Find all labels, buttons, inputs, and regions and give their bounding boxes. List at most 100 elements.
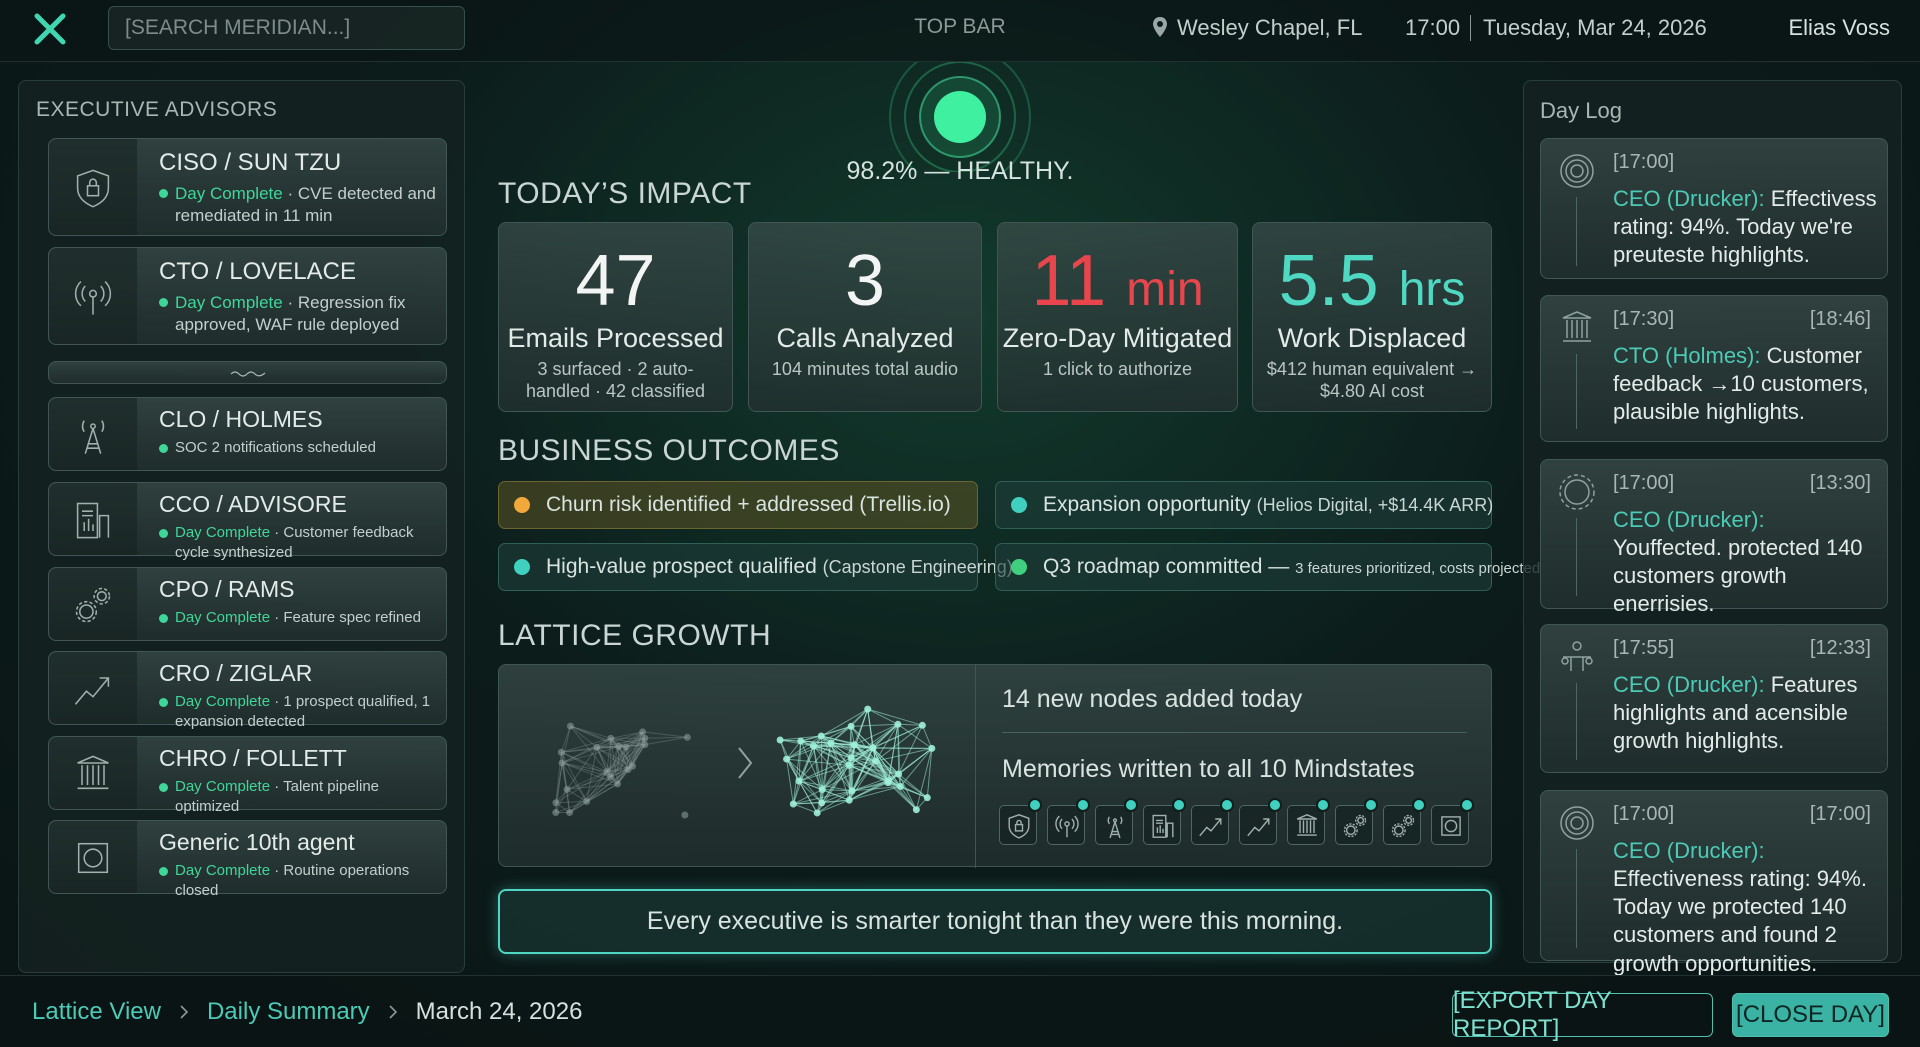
advisor-status: Day Complete · Regression fix approved, … <box>159 292 439 336</box>
icon-part <box>614 780 622 788</box>
icon-part <box>593 743 601 751</box>
icon-part <box>631 744 646 767</box>
icon-part <box>797 737 805 745</box>
icon-part <box>555 762 563 803</box>
outcome-note: 3 features prioritized, costs projected <box>1295 560 1541 577</box>
user-name[interactable]: Elias Voss <box>1788 15 1891 40</box>
icon-part <box>850 741 858 749</box>
footer: Lattice View Daily Summary March 24, 2026 … <box>0 975 1920 1047</box>
search-box[interactable]: [SEARCH MERIDIAN...] <box>108 6 465 50</box>
icon-part <box>776 736 784 744</box>
icon <box>1055 815 1079 838</box>
advisor-card[interactable]: CISO / SUN TZU Day Complete · CVE detecte… <box>48 138 447 236</box>
icon-part <box>560 725 571 753</box>
location-icon <box>1153 17 1167 37</box>
status-detail: · Regression fix approved, WAF rule depl… <box>175 293 406 335</box>
icon-part <box>898 773 928 799</box>
advisor-icon-bg <box>49 248 137 344</box>
outcome-text: Q3 roadmap committed — 3 features priori… <box>1043 555 1540 579</box>
icon-part <box>607 734 615 742</box>
breadcrumb[interactable]: Lattice View <box>32 998 161 1025</box>
status-dot <box>159 698 168 707</box>
icon <box>1199 818 1222 837</box>
icon-part <box>560 752 588 802</box>
icon-part <box>561 751 611 778</box>
icon-part <box>552 799 560 807</box>
icon <box>1441 816 1461 836</box>
log-line <box>1576 849 1577 948</box>
icon-part <box>897 723 923 726</box>
icon-part <box>558 759 566 767</box>
icon-part <box>888 724 899 781</box>
advisor-icon-bg <box>49 398 137 470</box>
icon-part <box>875 747 932 762</box>
log-message: Effectiveness rating: 94%. Today we prot… <box>1613 866 1867 976</box>
log-time: [17:55] <box>1613 637 1675 659</box>
icon-part <box>780 739 831 744</box>
advisor-card[interactable]: CCO / ADVISORE Day Complete · Customer fe… <box>48 482 447 561</box>
icon-part <box>821 735 874 749</box>
icon-part <box>793 789 823 805</box>
icon-part <box>569 776 611 813</box>
upload-badge <box>1220 798 1234 812</box>
impact-label: Work Displaced <box>1277 323 1467 353</box>
icon <box>1560 154 1594 188</box>
icon-part <box>849 786 901 801</box>
icon-part <box>786 758 850 766</box>
icon-part <box>586 769 629 802</box>
icon-part <box>867 708 899 725</box>
collapsed-advisor[interactable] <box>48 361 447 384</box>
advisor-card[interactable]: CLO / HOLMES SOC 2 notifications schedule… <box>48 397 447 471</box>
icon-part <box>792 780 800 805</box>
advisor-status: SOC 2 notifications scheduled <box>159 438 439 458</box>
mindstate-icon <box>1335 798 1378 845</box>
icon-part <box>596 737 645 748</box>
icon-part <box>555 771 608 804</box>
advisor-status: Day Complete · Talent pipeline optimized <box>159 777 439 816</box>
impact-detail: 1 click to authorize <box>1042 359 1193 379</box>
log-message: Effectivess rating: 94%. Today we're pre… <box>1613 186 1877 268</box>
breadcrumb[interactable]: Daily Summary <box>206 998 370 1025</box>
icon-part <box>561 762 611 778</box>
icon-part <box>561 762 568 790</box>
icon-part <box>586 776 611 802</box>
status-dot <box>159 867 168 876</box>
advisor-card[interactable]: CHRO / FOLLETT Day Complete · Talent pipe… <box>48 736 447 815</box>
advisor-card[interactable]: CPO / RAMS Day Complete · Feature spec re… <box>48 567 447 641</box>
icon-part <box>849 760 876 766</box>
status-dot <box>159 298 168 307</box>
lattice-rule <box>1002 732 1467 733</box>
log-speaker: CTO (Holmes): <box>1613 343 1761 368</box>
icon-part <box>894 720 902 728</box>
icon-part <box>821 764 850 790</box>
export-button[interactable]: [EXPORT DAY REPORT] <box>1452 987 1713 1042</box>
mindstate-icon <box>1095 798 1138 845</box>
icon-part <box>793 790 853 805</box>
icon-part <box>624 766 632 774</box>
logo[interactable] <box>34 13 66 45</box>
icon <box>389 1005 397 1019</box>
impact-value: 11 min <box>998 245 1237 317</box>
icon-part <box>641 741 649 749</box>
log-line <box>1576 354 1577 429</box>
icon-part <box>570 725 598 748</box>
icon-part <box>818 786 826 794</box>
close-button[interactable]: [CLOSE DAY] <box>1732 993 1889 1037</box>
icon-part <box>596 747 618 785</box>
status-detail: · CVE detected and remediated in 11 min <box>175 184 436 226</box>
icon-part <box>617 746 627 785</box>
icon-part <box>610 738 629 770</box>
advisor-card[interactable]: CRO / ZIGLAR Day Complete · 1 prospect qu… <box>48 651 447 730</box>
icon-part <box>888 780 928 799</box>
advisor-card[interactable]: Generic 10th agent Day Complete · Routine… <box>48 820 447 899</box>
log-message: Customer feedback →10 customers, plausib… <box>1613 343 1869 425</box>
log-time: [17:00] <box>1613 803 1675 825</box>
advisor-status: Day Complete · Routine operations closed <box>159 861 439 900</box>
icon-part <box>618 746 629 770</box>
log-text: CEO (Drucker): Effectiveness rating: 94%… <box>1613 837 1877 978</box>
icon <box>1008 814 1030 839</box>
advisor-card[interactable]: CTO / LOVELACE Day Complete · Regression … <box>48 247 447 345</box>
icon-part <box>555 800 587 814</box>
icon-part <box>610 737 645 746</box>
icon-part <box>586 765 633 802</box>
